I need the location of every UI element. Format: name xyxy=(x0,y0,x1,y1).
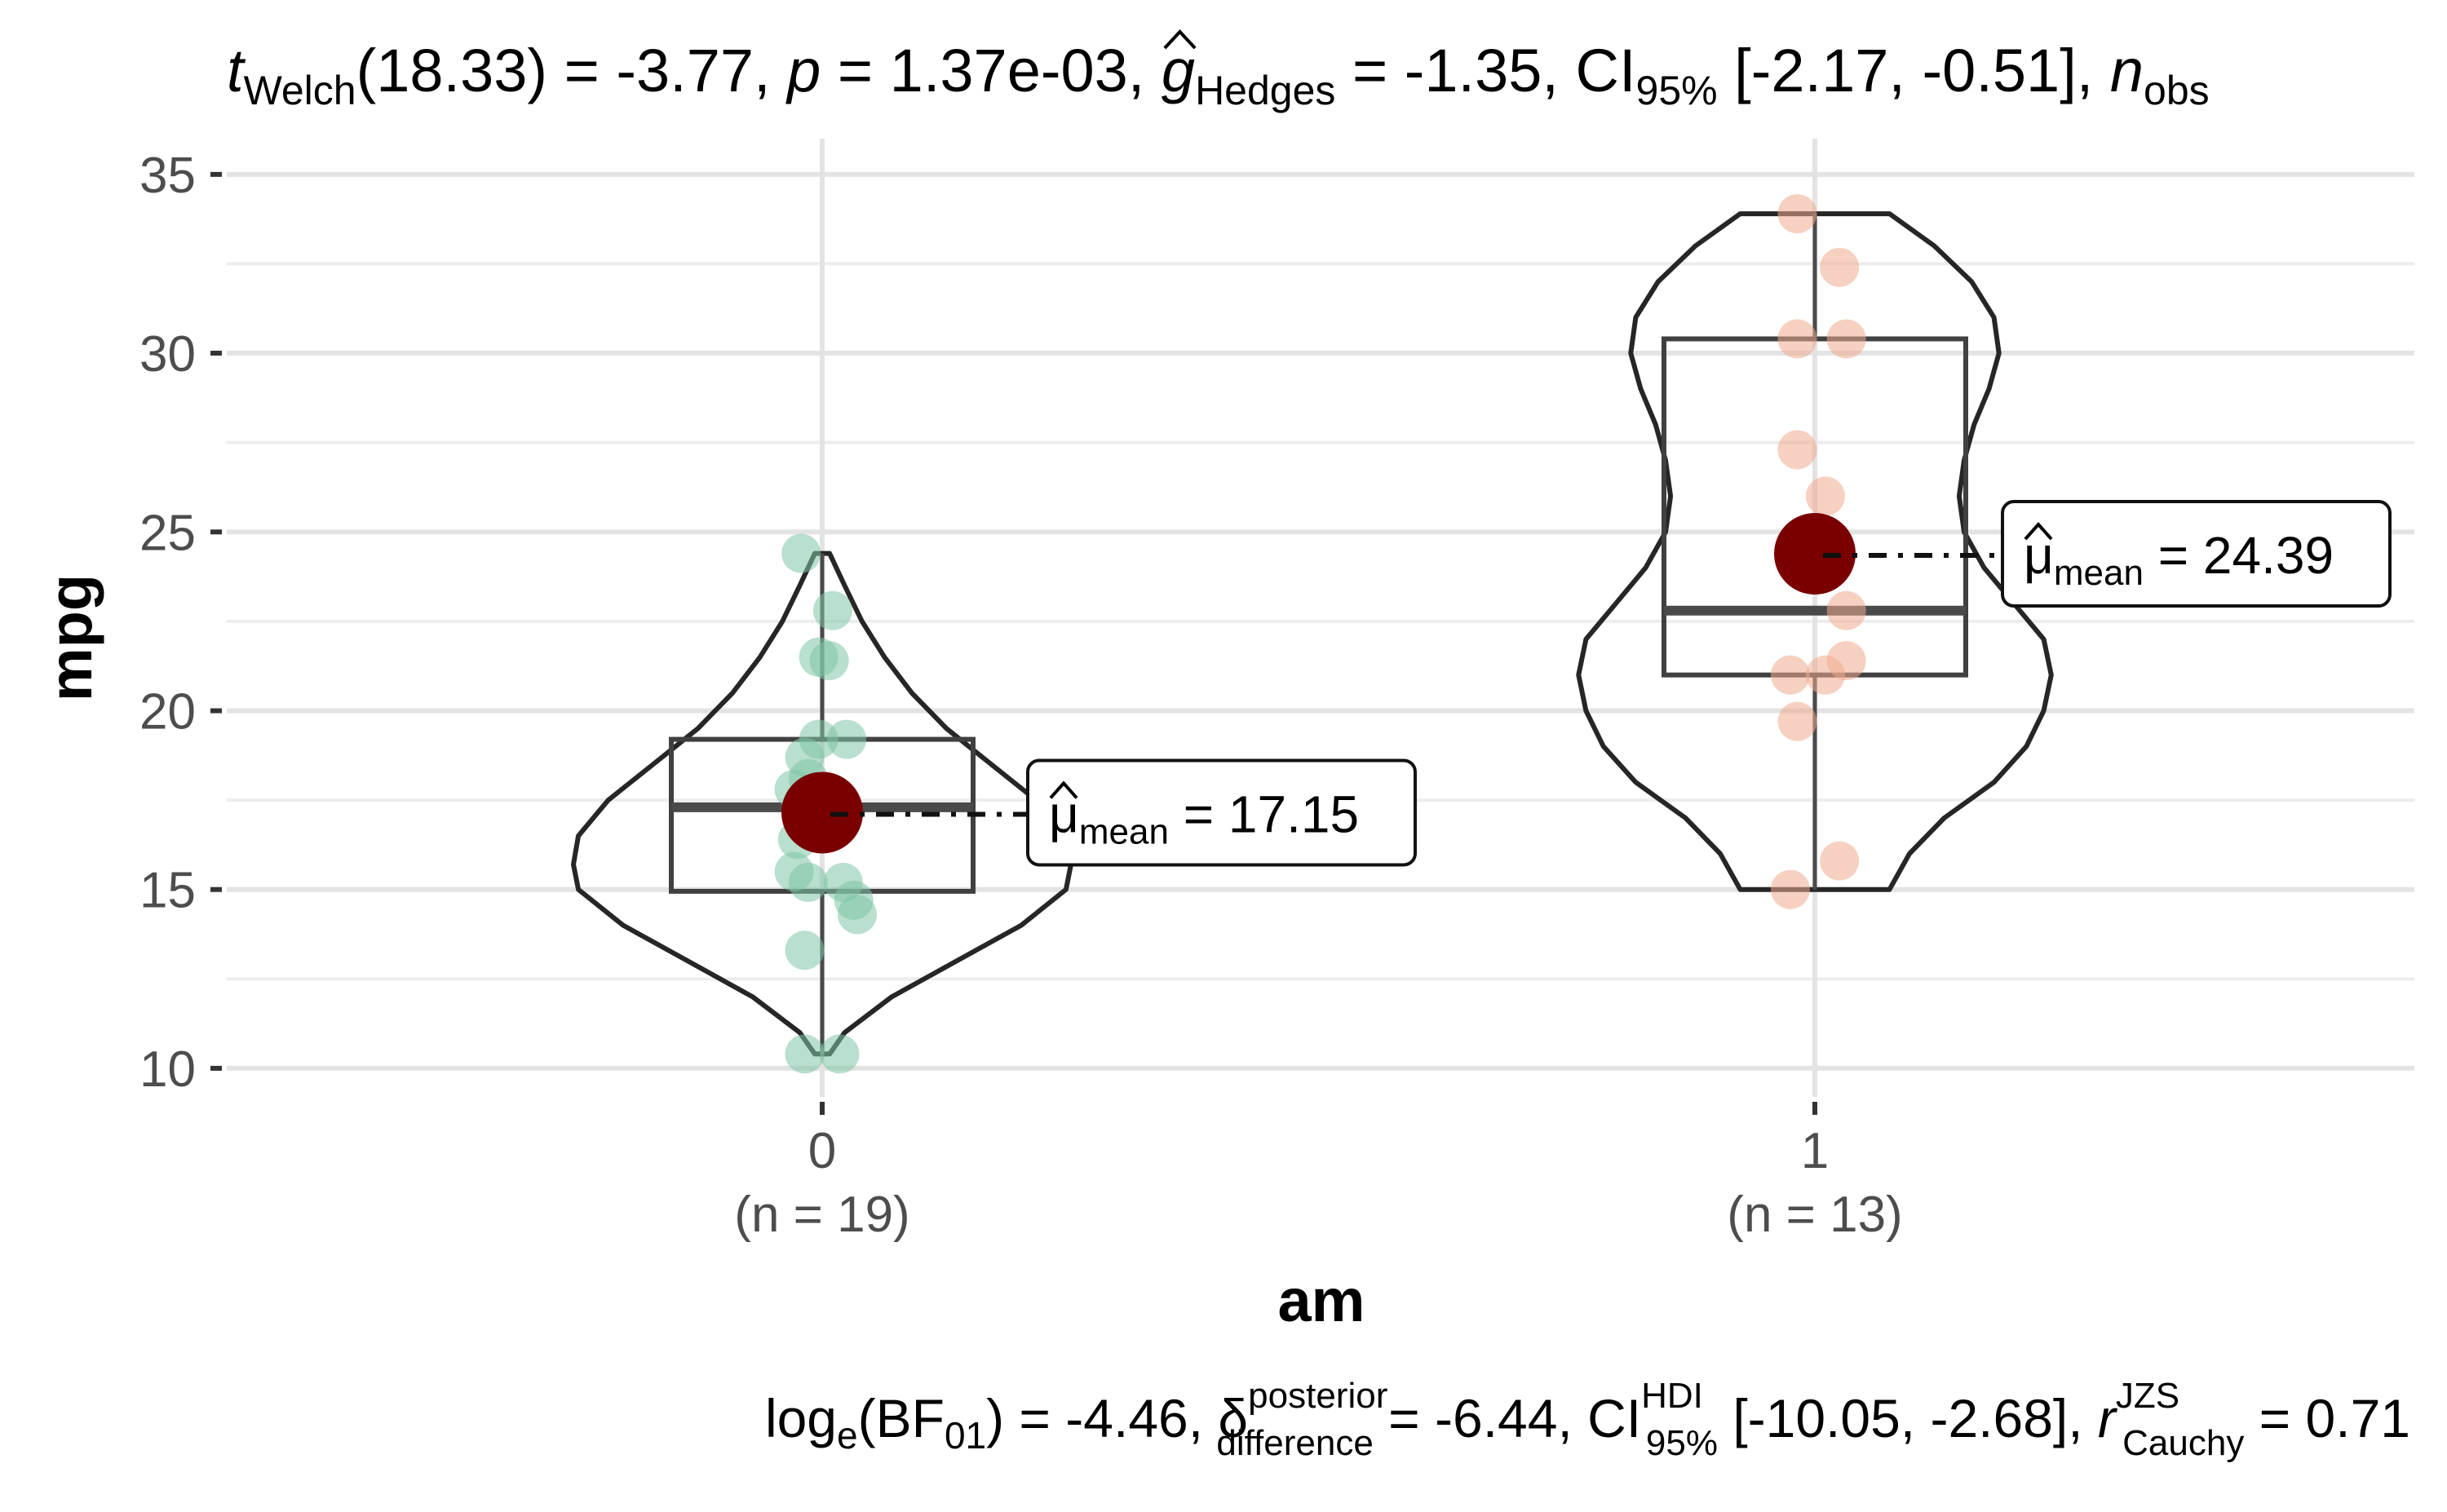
data-point xyxy=(1820,247,1860,287)
x-tick-n-label: (n = 13) xyxy=(1727,1187,1902,1243)
mean-label-box xyxy=(1026,758,1417,867)
data-point xyxy=(785,931,825,970)
mean-label: μmean = 24.39 xyxy=(2024,526,2334,593)
data-point xyxy=(1777,319,1817,359)
data-point xyxy=(1770,869,1810,909)
data-point xyxy=(1777,194,1817,234)
y-tick-label: 25 xyxy=(139,505,196,561)
data-point xyxy=(1820,841,1860,881)
data-point xyxy=(820,1034,860,1074)
y-tick-label: 10 xyxy=(139,1041,196,1098)
y-tick-label: 30 xyxy=(139,326,196,382)
data-point xyxy=(785,1034,825,1074)
violin-outline xyxy=(1576,211,2054,892)
data-point xyxy=(809,641,849,681)
data-point xyxy=(788,862,828,902)
axes: 10 15 20 25 30 35 0 (n = 19) 1 (n = 13) xyxy=(139,29,1903,1243)
mean-label-hat xyxy=(2024,522,2053,541)
grid xyxy=(227,139,2414,1097)
data-point xyxy=(1805,476,1845,516)
y-tick-label: 20 xyxy=(139,683,196,740)
mean-point xyxy=(781,771,863,854)
title-g-hat xyxy=(1163,29,1197,50)
x-axis-label: am xyxy=(1278,1267,1365,1334)
x-tick-label: 0 xyxy=(808,1123,836,1179)
data-point xyxy=(838,895,877,935)
data-point xyxy=(1826,590,1866,630)
data-point xyxy=(781,533,821,573)
mean-label-box xyxy=(2001,500,2392,608)
plot-groups: μmean = 17.15 μmean = 24.39 xyxy=(571,194,2392,1074)
mean-label: μmean = 17.15 xyxy=(1049,785,1359,851)
y-axis-label: mpg xyxy=(37,574,104,701)
data-point xyxy=(1826,319,1866,359)
y-tick-label: 35 xyxy=(139,148,196,204)
chart-caption: loge(BF01) = -4.46, δposterior difference… xyxy=(765,1376,2410,1463)
mean-point xyxy=(1774,513,1856,595)
group-1: μmean = 24.39 xyxy=(1576,194,2392,909)
data-point xyxy=(1777,701,1817,741)
data-point xyxy=(827,719,867,759)
y-tick-label: 15 xyxy=(139,863,196,919)
data-point xyxy=(1777,430,1817,470)
data-point xyxy=(1770,655,1810,695)
chart-title: tWelch(18.33) = -3.77, p = 1.37e-03, gHe… xyxy=(227,37,2210,113)
data-point xyxy=(812,590,852,630)
mean-label-hat xyxy=(1049,780,1078,799)
x-tick-label: 1 xyxy=(1801,1123,1829,1179)
group-0: μmean = 17.15 xyxy=(571,533,1417,1074)
x-tick-n-label: (n = 19) xyxy=(734,1187,909,1243)
data-point xyxy=(1805,655,1845,695)
